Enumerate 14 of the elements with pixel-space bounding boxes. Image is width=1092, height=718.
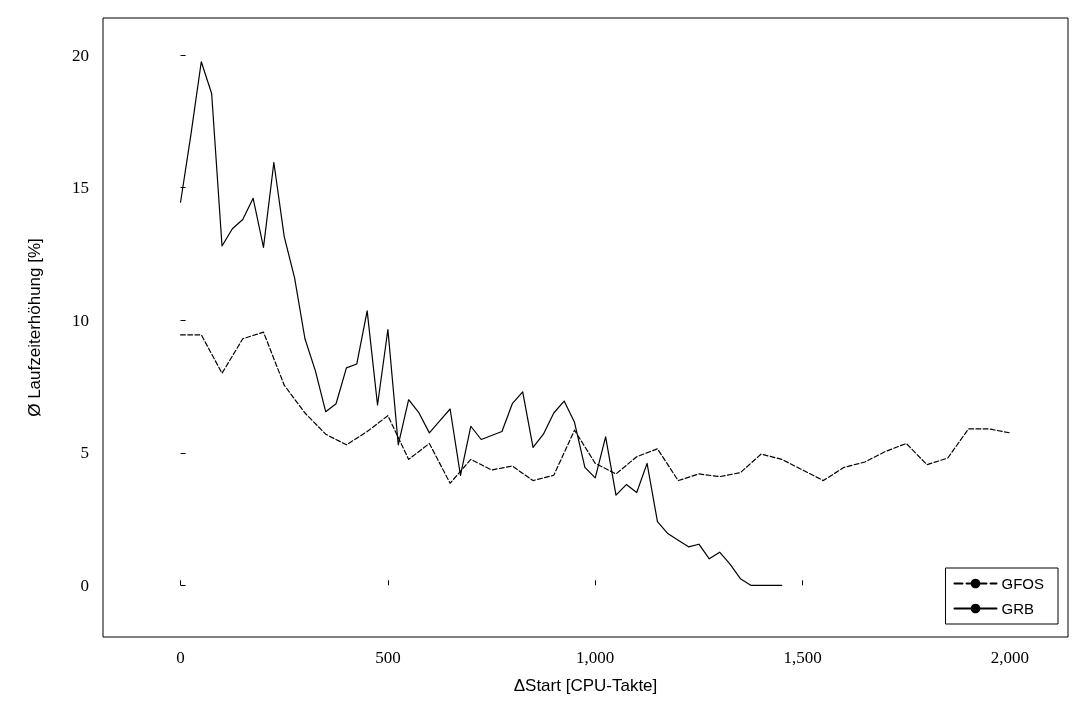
y-tick-label: 5 (80, 443, 89, 463)
y-tick-label: 10 (72, 310, 89, 330)
x-axis-title: ΔStart [CPU-Takte] (513, 676, 658, 695)
x-tick-label: 1,000 (576, 648, 615, 667)
x-tick-label: 500 (375, 648, 401, 667)
x-tick-label: 2,000 (990, 648, 1030, 667)
x-tick-label: 1,500 (783, 648, 822, 667)
x-tick-label: 0 (176, 648, 185, 667)
y-axis-title: Ø Laufzeiterhöhung [%] (25, 238, 44, 417)
y-tick-label: 15 (72, 178, 89, 198)
legend-label: GFOS (1001, 575, 1045, 592)
y-tick-label: 20 (72, 45, 89, 65)
legend-label: GRB (1001, 600, 1035, 617)
y-tick-label: 0 (80, 575, 89, 595)
